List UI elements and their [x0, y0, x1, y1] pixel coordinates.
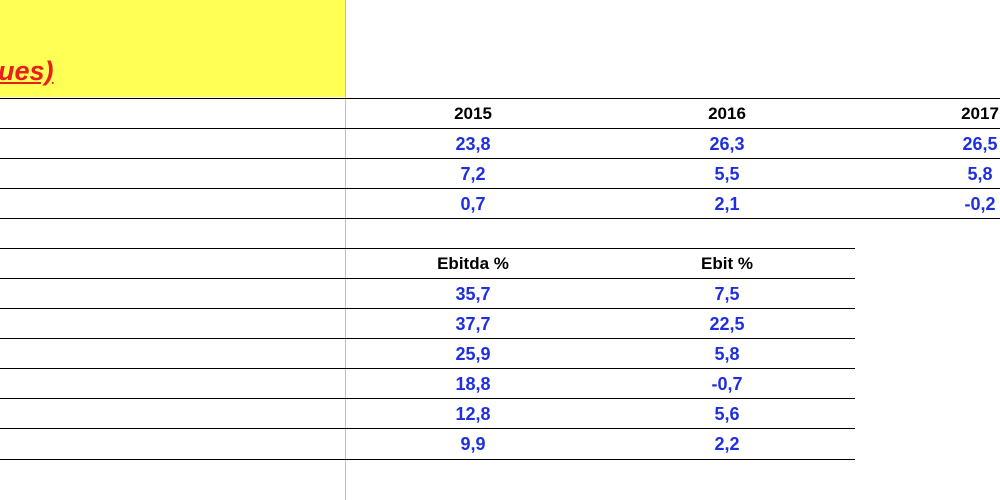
table2-header-rule [0, 278, 855, 279]
table2-cell[interactable]: 5,8 [714, 344, 740, 364]
ebitda-header[interactable]: Ebitda % [437, 254, 509, 273]
table1-cell[interactable]: 5,5 [714, 164, 740, 184]
table2-cell[interactable]: 18,8 [455, 374, 491, 394]
table1-header-rule [0, 128, 1000, 129]
table2-cell[interactable]: 7,5 [714, 284, 740, 304]
title-cell[interactable]: ues) [0, 0, 345, 97]
table1-cell[interactable]: 0,7 [460, 194, 486, 214]
table2-cell[interactable]: 9,9 [460, 434, 486, 454]
year-header-2015[interactable]: 2015 [454, 104, 492, 123]
ebit-header[interactable]: Ebit % [701, 254, 753, 273]
table2-cell[interactable]: 12,8 [455, 404, 491, 424]
table2-cell[interactable]: -0,7 [711, 374, 743, 394]
table2-cell[interactable]: 2,2 [714, 434, 740, 454]
table2-row-rule [0, 338, 855, 339]
table1-bottom-rule [0, 218, 1000, 219]
table2-bottom-rule [0, 459, 855, 460]
table2-top-rule [0, 248, 855, 249]
table2-cell[interactable]: 25,9 [455, 344, 491, 364]
table1-cell[interactable]: 2,1 [714, 194, 740, 214]
table1-row-rule [0, 158, 1000, 159]
table1-cell[interactable]: 26,3 [709, 134, 745, 154]
table1-row-rule [0, 188, 1000, 189]
table2-cell[interactable]: 22,5 [709, 314, 745, 334]
title-fragment: ues) [0, 56, 54, 86]
year-header-2016[interactable]: 2016 [708, 104, 746, 123]
table2-row-rule [0, 308, 855, 309]
table1-cell[interactable]: 23,8 [455, 134, 491, 154]
year-header-2017[interactable]: 2017 [961, 104, 999, 123]
table2-row-rule [0, 428, 855, 429]
table1-cell[interactable]: 5,8 [967, 164, 993, 184]
table1-cell[interactable]: 26,5 [962, 134, 998, 154]
table2-row-rule [0, 398, 855, 399]
table2-row-rule [0, 368, 855, 369]
table1-cell[interactable]: -0,2 [964, 194, 996, 214]
table2-cell[interactable]: 37,7 [455, 314, 491, 334]
column-divider [345, 0, 346, 500]
table2-cell[interactable]: 5,6 [714, 404, 740, 424]
table1-cell[interactable]: 7,2 [460, 164, 486, 184]
table1-top-rule [0, 98, 1000, 99]
table2-cell[interactable]: 35,7 [455, 284, 491, 304]
